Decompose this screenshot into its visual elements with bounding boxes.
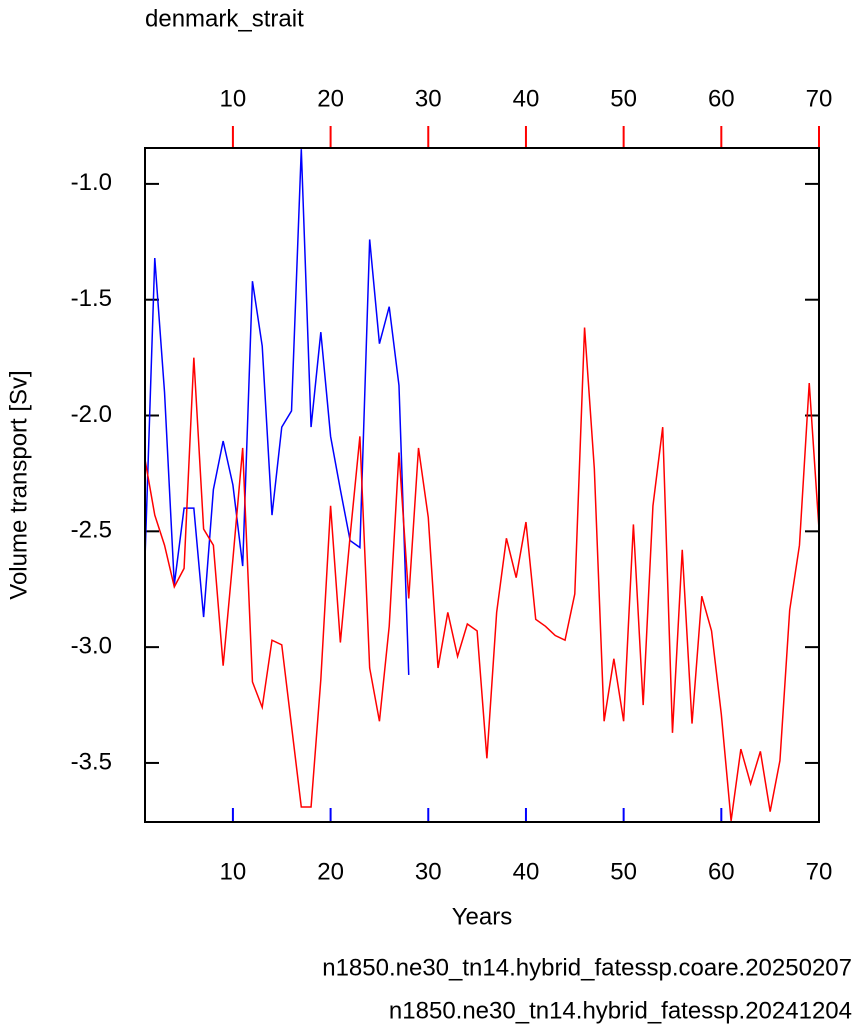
x-tick-label: 20 <box>317 858 344 885</box>
y-tick-label: -1.0 <box>71 169 112 196</box>
x-tick-label: 10 <box>220 858 247 885</box>
plot-lines <box>145 149 819 821</box>
x2-tick-label: 20 <box>317 85 344 112</box>
x-axis-label: Years <box>452 903 513 930</box>
y-tick-label: -3.0 <box>71 632 112 659</box>
x-tick-label: 30 <box>415 858 442 885</box>
x2-tick-label: 70 <box>806 85 833 112</box>
plot-frame <box>144 147 820 823</box>
series-line <box>145 327 819 821</box>
y-tick-label: -1.5 <box>71 285 112 312</box>
x2-tick-label: 50 <box>610 85 637 112</box>
y-tick-label: -2.0 <box>71 401 112 428</box>
x2-tick-label: 40 <box>513 85 540 112</box>
x2-tick-label: 30 <box>415 85 442 112</box>
legend-label: n1850.ne30_tn14.hybrid_fatessp.20241204 <box>389 997 852 1024</box>
series-line <box>145 149 410 675</box>
y-tick-label: -2.5 <box>71 517 112 544</box>
x-tick-label: 40 <box>513 858 540 885</box>
y-tick-label: -3.5 <box>71 748 112 775</box>
legend-label: n1850.ne30_tn14.hybrid_fatessp.coare.202… <box>322 954 852 981</box>
x-tick-label: 60 <box>708 858 735 885</box>
x2-tick-label: 60 <box>708 85 735 112</box>
x2-tick-label: 10 <box>220 85 247 112</box>
chart-title: denmark_strait <box>145 5 304 32</box>
y-axis-label: Volume transport [Sv] <box>5 370 32 599</box>
x-tick-label: 70 <box>806 858 833 885</box>
x-tick-label: 50 <box>610 858 637 885</box>
